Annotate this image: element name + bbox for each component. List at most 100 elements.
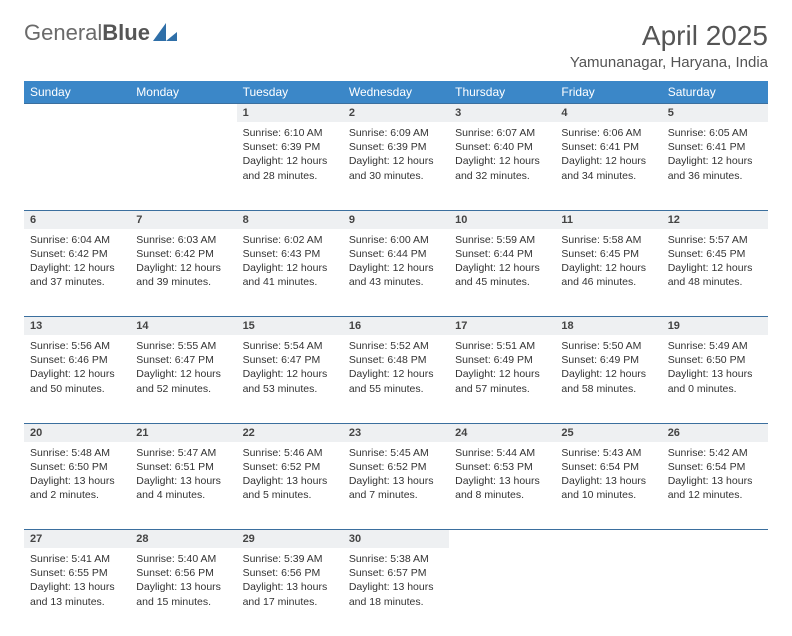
- daylight-text: Daylight: 13 hours: [455, 474, 549, 488]
- sunset-text: Sunset: 6:49 PM: [455, 353, 549, 367]
- daylight-text: and 45 minutes.: [455, 275, 549, 289]
- sunrise-text: Sunrise: 6:04 AM: [30, 233, 124, 247]
- sunset-text: Sunset: 6:46 PM: [30, 353, 124, 367]
- day-number-cell: 22: [237, 423, 343, 442]
- daylight-text: Daylight: 12 hours: [455, 154, 549, 168]
- daylight-text: Daylight: 13 hours: [668, 367, 762, 381]
- daylight-text: Daylight: 13 hours: [30, 474, 124, 488]
- day-content-cell: Sunrise: 5:48 AMSunset: 6:50 PMDaylight:…: [24, 442, 130, 530]
- sunrise-text: Sunrise: 5:57 AM: [668, 233, 762, 247]
- day-content-cell: Sunrise: 5:51 AMSunset: 6:49 PMDaylight:…: [449, 335, 555, 423]
- daylight-text: and 50 minutes.: [30, 382, 124, 396]
- sunrise-text: Sunrise: 5:43 AM: [561, 446, 655, 460]
- day-number-cell: [24, 104, 130, 123]
- day-number-cell: 21: [130, 423, 236, 442]
- sunrise-text: Sunrise: 5:58 AM: [561, 233, 655, 247]
- weekday-header: Monday: [130, 81, 236, 104]
- sunrise-text: Sunrise: 5:41 AM: [30, 552, 124, 566]
- sunrise-text: Sunrise: 5:56 AM: [30, 339, 124, 353]
- day-content-cell: Sunrise: 5:54 AMSunset: 6:47 PMDaylight:…: [237, 335, 343, 423]
- sunrise-text: Sunrise: 6:00 AM: [349, 233, 443, 247]
- day-number-cell: 13: [24, 317, 130, 336]
- day-content-cell: Sunrise: 5:49 AMSunset: 6:50 PMDaylight:…: [662, 335, 768, 423]
- day-number-cell: 6: [24, 210, 130, 229]
- day-number-cell: [662, 530, 768, 549]
- sunset-text: Sunset: 6:48 PM: [349, 353, 443, 367]
- daylight-text: and 43 minutes.: [349, 275, 443, 289]
- day-number-cell: 25: [555, 423, 661, 442]
- daylight-text: Daylight: 13 hours: [243, 580, 337, 594]
- daylight-text: and 4 minutes.: [136, 488, 230, 502]
- daylight-text: Daylight: 12 hours: [668, 261, 762, 275]
- sunset-text: Sunset: 6:40 PM: [455, 140, 549, 154]
- daylight-text: Daylight: 12 hours: [136, 261, 230, 275]
- sunrise-text: Sunrise: 5:49 AM: [668, 339, 762, 353]
- daylight-text: and 48 minutes.: [668, 275, 762, 289]
- day-content-cell: Sunrise: 5:55 AMSunset: 6:47 PMDaylight:…: [130, 335, 236, 423]
- day-content-cell: Sunrise: 6:00 AMSunset: 6:44 PMDaylight:…: [343, 229, 449, 317]
- sunset-text: Sunset: 6:45 PM: [561, 247, 655, 261]
- day-number-cell: 30: [343, 530, 449, 549]
- daylight-text: Daylight: 12 hours: [30, 261, 124, 275]
- weekday-header: Saturday: [662, 81, 768, 104]
- day-number-cell: 24: [449, 423, 555, 442]
- day-number-cell: 23: [343, 423, 449, 442]
- weekday-header: Tuesday: [237, 81, 343, 104]
- sunset-text: Sunset: 6:42 PM: [30, 247, 124, 261]
- sunrise-text: Sunrise: 5:44 AM: [455, 446, 549, 460]
- day-number-cell: 26: [662, 423, 768, 442]
- day-content-cell: Sunrise: 5:47 AMSunset: 6:51 PMDaylight:…: [130, 442, 236, 530]
- day-content-cell: Sunrise: 6:05 AMSunset: 6:41 PMDaylight:…: [662, 122, 768, 210]
- daylight-text: Daylight: 12 hours: [561, 261, 655, 275]
- daylight-text: and 37 minutes.: [30, 275, 124, 289]
- day-number-row: 27282930: [24, 530, 768, 549]
- day-content-cell: [130, 122, 236, 210]
- weekday-header: Wednesday: [343, 81, 449, 104]
- daylight-text: and 17 minutes.: [243, 595, 337, 609]
- daylight-text: and 12 minutes.: [668, 488, 762, 502]
- daylight-text: and 46 minutes.: [561, 275, 655, 289]
- day-number-cell: 3: [449, 104, 555, 123]
- sunset-text: Sunset: 6:43 PM: [243, 247, 337, 261]
- sunrise-text: Sunrise: 6:07 AM: [455, 126, 549, 140]
- sunrise-text: Sunrise: 5:50 AM: [561, 339, 655, 353]
- day-number-cell: 15: [237, 317, 343, 336]
- daylight-text: and 2 minutes.: [30, 488, 124, 502]
- sunset-text: Sunset: 6:57 PM: [349, 566, 443, 580]
- day-number-cell: 10: [449, 210, 555, 229]
- sunset-text: Sunset: 6:56 PM: [136, 566, 230, 580]
- sunrise-text: Sunrise: 5:52 AM: [349, 339, 443, 353]
- sunset-text: Sunset: 6:45 PM: [668, 247, 762, 261]
- daylight-text: Daylight: 13 hours: [561, 474, 655, 488]
- day-content-cell: Sunrise: 5:45 AMSunset: 6:52 PMDaylight:…: [343, 442, 449, 530]
- daylight-text: and 39 minutes.: [136, 275, 230, 289]
- day-number-cell: [130, 104, 236, 123]
- sunset-text: Sunset: 6:50 PM: [668, 353, 762, 367]
- daylight-text: and 58 minutes.: [561, 382, 655, 396]
- day-number-cell: 11: [555, 210, 661, 229]
- day-number-row: 6789101112: [24, 210, 768, 229]
- daylight-text: Daylight: 13 hours: [136, 580, 230, 594]
- day-content-cell: Sunrise: 5:57 AMSunset: 6:45 PMDaylight:…: [662, 229, 768, 317]
- daylight-text: Daylight: 12 hours: [349, 261, 443, 275]
- sunrise-text: Sunrise: 5:54 AM: [243, 339, 337, 353]
- day-number-cell: 9: [343, 210, 449, 229]
- daylight-text: Daylight: 13 hours: [349, 580, 443, 594]
- daylight-text: and 30 minutes.: [349, 169, 443, 183]
- daylight-text: Daylight: 12 hours: [243, 367, 337, 381]
- sunrise-text: Sunrise: 5:59 AM: [455, 233, 549, 247]
- daylight-text: and 5 minutes.: [243, 488, 337, 502]
- daylight-text: Daylight: 12 hours: [668, 154, 762, 168]
- sunset-text: Sunset: 6:39 PM: [349, 140, 443, 154]
- daylight-text: and 0 minutes.: [668, 382, 762, 396]
- daylight-text: and 8 minutes.: [455, 488, 549, 502]
- day-content-cell: Sunrise: 5:52 AMSunset: 6:48 PMDaylight:…: [343, 335, 449, 423]
- sunrise-text: Sunrise: 5:40 AM: [136, 552, 230, 566]
- daylight-text: Daylight: 13 hours: [243, 474, 337, 488]
- sunrise-text: Sunrise: 5:38 AM: [349, 552, 443, 566]
- day-content-cell: Sunrise: 5:40 AMSunset: 6:56 PMDaylight:…: [130, 548, 236, 636]
- day-number-cell: 20: [24, 423, 130, 442]
- sunset-text: Sunset: 6:52 PM: [349, 460, 443, 474]
- daylight-text: Daylight: 13 hours: [349, 474, 443, 488]
- day-number-cell: 7: [130, 210, 236, 229]
